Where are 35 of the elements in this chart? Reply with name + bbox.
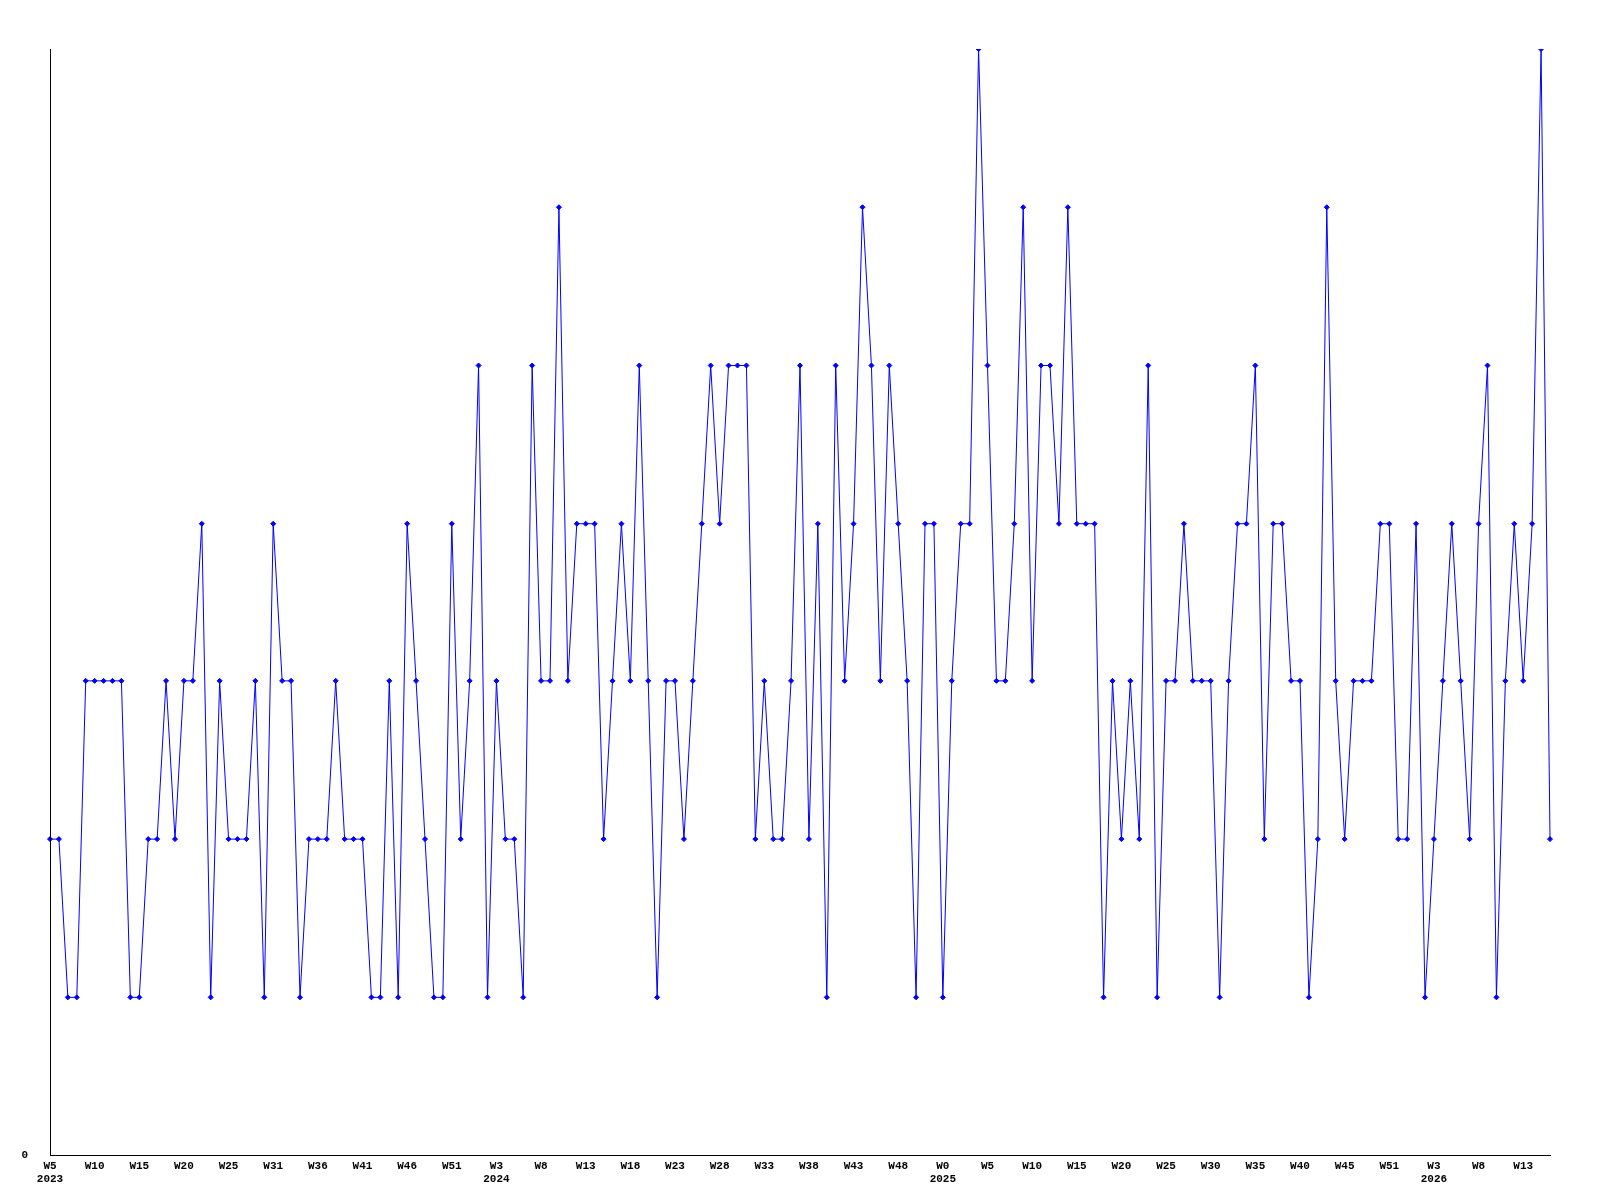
x-tick-label: W23 [665, 1159, 686, 1172]
x-tick-label: W8 [534, 1159, 549, 1172]
x-tick-label: W35 [1245, 1159, 1266, 1172]
x-tick-label: W5 2023 [36, 1159, 64, 1186]
x-tick-label: W10 [84, 1159, 105, 1172]
x-tick-label: W38 [799, 1159, 820, 1172]
x-tick-label: W51 [441, 1159, 463, 1172]
x-tick-label: W20 [1111, 1159, 1132, 1172]
x-tick-label: W18 [620, 1159, 641, 1172]
x-tick-label: W45 [1334, 1159, 1355, 1172]
x-tick-label: W31 [263, 1159, 284, 1172]
x-tick-label: W51 [1379, 1159, 1400, 1172]
x-tick-label: W46 [397, 1159, 418, 1172]
x-tick-label: W5 [980, 1159, 995, 1172]
x-tick-label: W41 [352, 1159, 373, 1172]
x-tick-label: W36 [307, 1159, 328, 1172]
x-tick-label: W15 [129, 1159, 150, 1172]
x-tick-label: W0 2025 [929, 1159, 957, 1186]
x-tick-label: W10 [1022, 1159, 1043, 1172]
x-tick-label: W33 [754, 1159, 775, 1172]
x-tick-label: W15 [1066, 1159, 1088, 1172]
x-tick-label: W3 2024 [483, 1159, 511, 1186]
x-tick-label: W25 [1156, 1159, 1177, 1172]
x-tick-label: W25 [218, 1159, 239, 1172]
x-tick-label: W48 [888, 1159, 909, 1172]
x-tick-label: W20 [174, 1159, 194, 1172]
x-tick-label: W28 [709, 1159, 730, 1172]
text: 0 [21, 1149, 28, 1162]
x-tick-label: W13 [1513, 1159, 1534, 1172]
x-tick-label: W30 [1200, 1159, 1221, 1172]
x-tick-label: W40 [1290, 1159, 1310, 1172]
x-tick-label: W3 2026 [1420, 1159, 1448, 1186]
x-tick-label: W13 [575, 1159, 597, 1172]
x-tick-label: W8 [1471, 1159, 1486, 1172]
x-tick-label: W43 [843, 1159, 864, 1172]
